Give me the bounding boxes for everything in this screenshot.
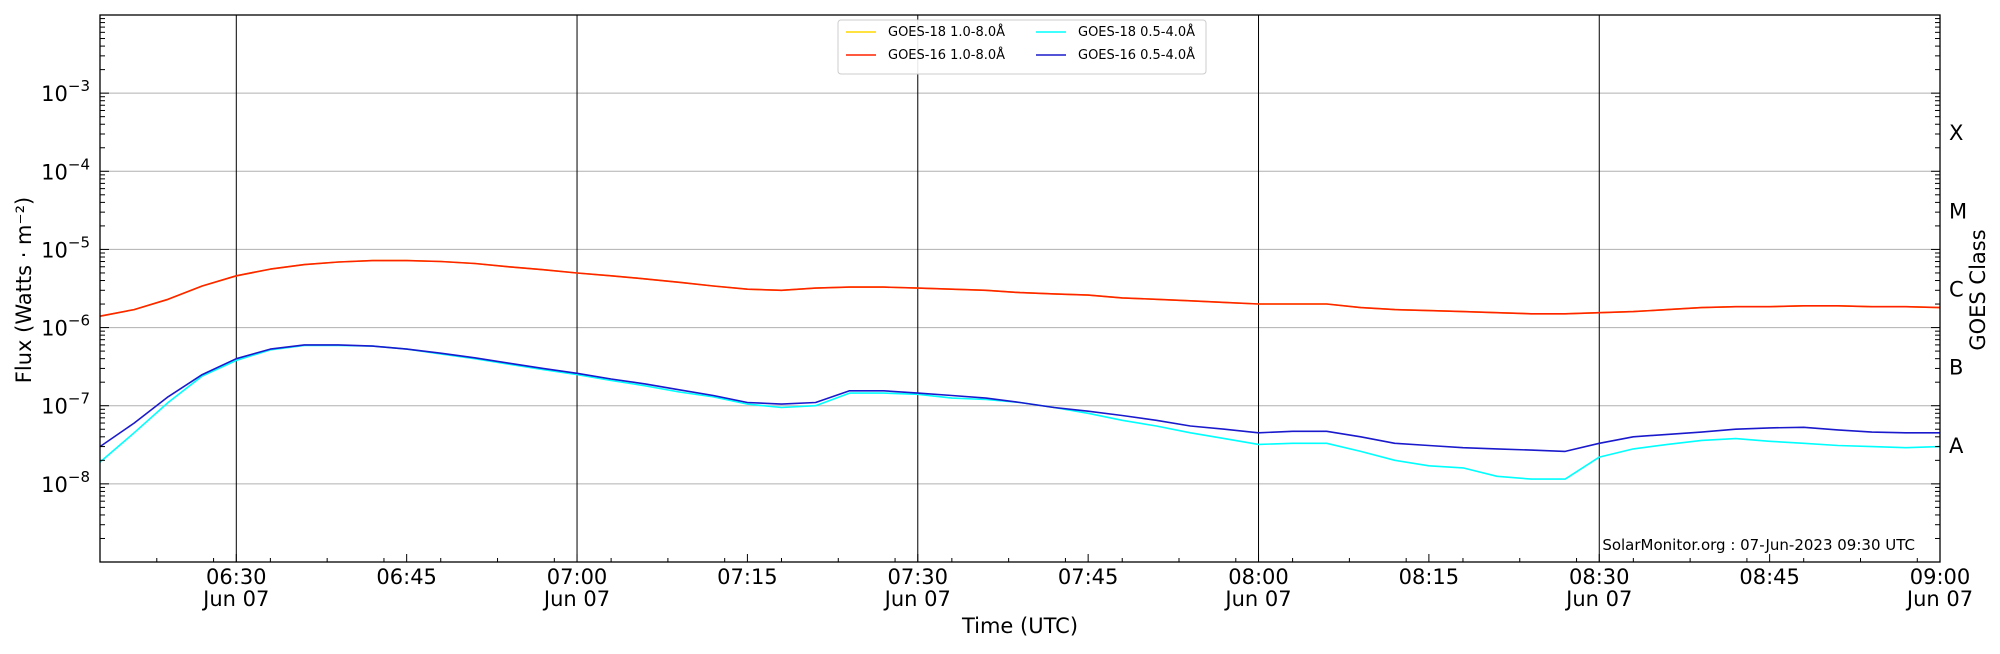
x-axis-title: Time (UTC) bbox=[961, 614, 1078, 638]
x-tick-label: 06:30 bbox=[206, 565, 267, 589]
x-tick-label: 06:45 bbox=[376, 565, 437, 589]
y-tick-label: 10−5 bbox=[41, 233, 90, 262]
x-tick-date-label: Jun 07 bbox=[1905, 587, 1973, 611]
series-line bbox=[99, 344, 1941, 480]
x-tick-date-label: Jun 07 bbox=[542, 587, 610, 611]
y-axis-title: Flux (Watts · m⁻²) bbox=[12, 197, 36, 383]
series-line bbox=[99, 259, 1941, 317]
series-layer bbox=[99, 259, 1941, 480]
x-tick-date-label: Jun 07 bbox=[1223, 587, 1291, 611]
legend: GOES-18 1.0-8.0Å GOES-18 0.5-4.0Å GOES-16 … bbox=[837, 19, 1207, 75]
x-tick-date-label: Jun 07 bbox=[1564, 587, 1632, 611]
goes-class-label: X bbox=[1949, 121, 1963, 145]
y-tick-label: 10−7 bbox=[41, 390, 90, 419]
credit-text: SolarMonitor.org : 07-Jun-2023 09:30 UTC bbox=[1602, 536, 1915, 554]
legend-label: GOES-18 0.5-4.0Å bbox=[1078, 24, 1195, 40]
x-tick-label: 08:30 bbox=[1569, 565, 1630, 589]
goes-class-label: A bbox=[1949, 434, 1964, 458]
y-tick-label: 10−3 bbox=[41, 77, 90, 106]
y-tick-label: 10−4 bbox=[41, 155, 90, 184]
series-line bbox=[99, 259, 1941, 317]
labels-layer: Time (UTC) Flux (Watts · m⁻²) GOES Class… bbox=[12, 197, 1990, 638]
x-tick-label: 07:15 bbox=[717, 565, 778, 589]
x-tick-label: 09:00 bbox=[1910, 565, 1971, 589]
goes-class-label: C bbox=[1949, 278, 1964, 302]
x-tick-label: 07:30 bbox=[888, 565, 949, 589]
legend-box bbox=[837, 19, 1207, 75]
y-tick-label: 10−6 bbox=[41, 312, 90, 341]
x-tick-label: 08:00 bbox=[1228, 565, 1289, 589]
x-tick-label: 07:00 bbox=[547, 565, 608, 589]
x-tick-label: 07:45 bbox=[1058, 565, 1119, 589]
y-axis-right-title: GOES Class bbox=[1966, 229, 1990, 350]
x-tick-label: 08:15 bbox=[1399, 565, 1460, 589]
x-tick-date-label: Jun 07 bbox=[883, 587, 951, 611]
legend-label: GOES-16 1.0-8.0Å bbox=[888, 47, 1005, 63]
plot-frame bbox=[99, 14, 1941, 563]
goes-class-label: M bbox=[1949, 199, 1967, 223]
y-tick-label: 10−8 bbox=[41, 468, 90, 497]
legend-label: GOES-16 0.5-4.0Å bbox=[1078, 47, 1195, 63]
x-tick-date-label: Jun 07 bbox=[201, 587, 269, 611]
grid-layer bbox=[100, 15, 1941, 562]
series-line bbox=[99, 344, 1940, 453]
x-tick-label: 08:45 bbox=[1739, 565, 1800, 589]
goes-class-label: B bbox=[1949, 356, 1963, 380]
legend-label: GOES-18 1.0-8.0Å bbox=[888, 24, 1005, 40]
